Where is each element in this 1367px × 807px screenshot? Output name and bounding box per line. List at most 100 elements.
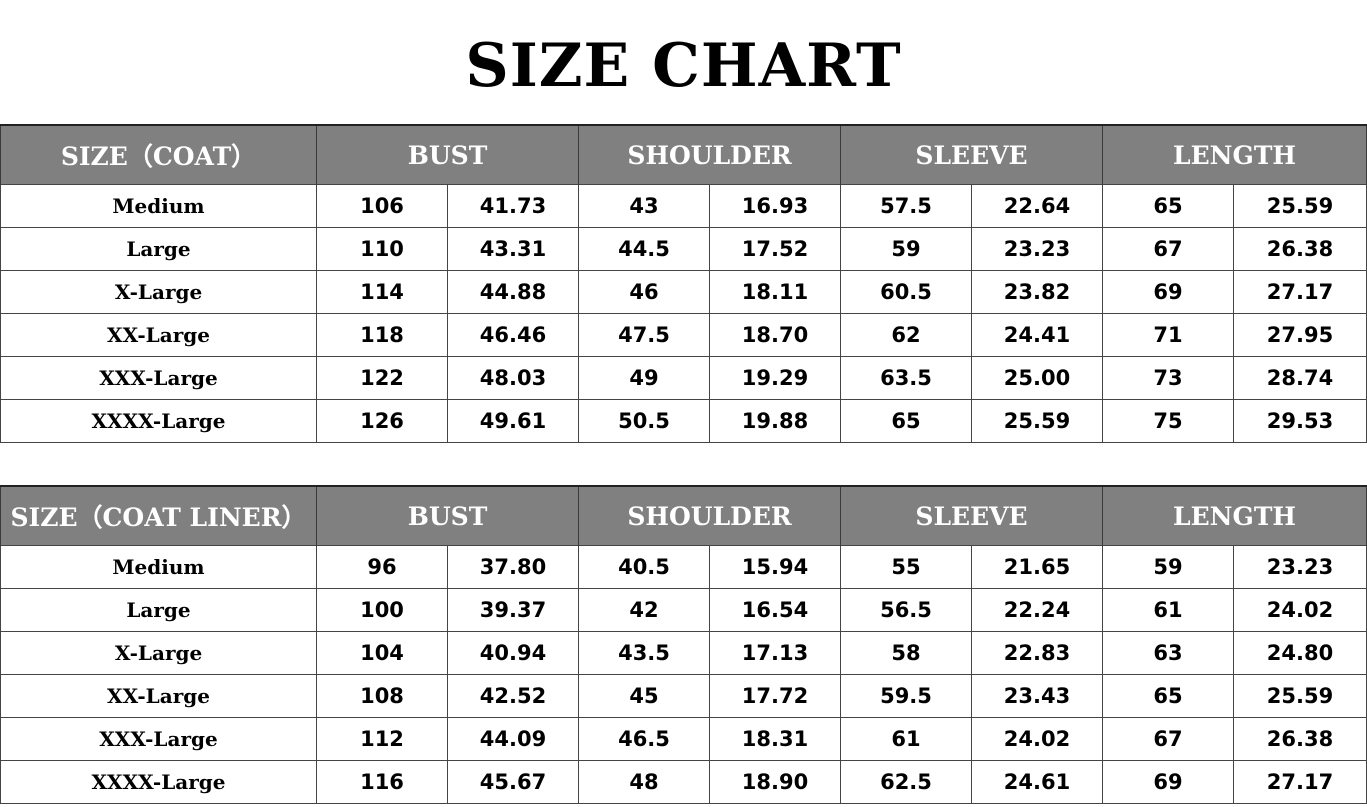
shoulder-in-cell: 19.88 [709,399,841,443]
shoulder-in-cell: 19.29 [709,356,841,400]
bust-in-cell: 43.31 [447,227,579,271]
length-in-cell: 26.38 [1233,227,1367,271]
bust-cm-cell: 96 [316,545,448,589]
shoulder-cm-cell: 46.5 [578,717,710,761]
size-table-coat-liner: SIZE（COAT LINER） BUST SHOULDER SLEEVE LE… [0,485,1367,804]
shoulder-cm-cell: 48 [578,760,710,804]
sleeve-in-cell: 24.02 [970,717,1104,761]
table-row: Large 100 39.37 42 16.54 56.5 22.24 61 24.02 [0,588,1367,632]
table-row: XXX-Large 122 48.03 49 19.29 63.5 25.00 73 28.74 [0,356,1367,400]
bust-cm-cell: 114 [316,270,448,314]
bust-cm-cell: 104 [316,631,448,675]
length-cm-cell: 67 [1102,227,1235,271]
size-table-coat: SIZE（COAT） BUST SHOULDER SLEEVE LENGTH M… [0,124,1367,443]
size-cell: Large [0,588,317,632]
size-cell: Large [0,227,317,271]
shoulder-cm-cell: 49 [578,356,710,400]
header-size: SIZE（COAT LINER） [0,485,317,546]
shoulder-cm-cell: 43 [578,184,710,228]
table-row: XXXX-Large 126 49.61 50.5 19.88 65 25.59 75 29.5… [0,399,1367,443]
header-sleeve: SLEEVE [839,124,1104,185]
sleeve-cm-cell: 55 [840,545,972,589]
length-in-cell: 25.59 [1233,674,1367,718]
sleeve-cm-cell: 63.5 [840,356,972,400]
table-header-row: SIZE（COAT） BUST SHOULDER SLEEVE LENGTH [0,124,1367,185]
shoulder-cm-cell: 43.5 [578,631,710,675]
table-row: Medium 106 41.73 43 16.93 57.5 22.64 65 25.59 [0,184,1367,228]
shoulder-in-cell: 16.93 [709,184,841,228]
size-cell: Medium [0,184,317,228]
sleeve-in-cell: 25.59 [970,399,1104,443]
bust-in-cell: 48.03 [447,356,579,400]
bust-in-cell: 49.61 [447,399,579,443]
length-in-cell: 28.74 [1233,356,1367,400]
sleeve-cm-cell: 65 [840,399,972,443]
header-sleeve: SLEEVE [839,485,1104,546]
table-row: XXX-Large 112 44.09 46.5 18.31 61 24.02 67 26.38 [0,717,1367,761]
shoulder-in-cell: 17.52 [709,227,841,271]
bust-in-cell: 41.73 [447,184,579,228]
bust-cm-cell: 112 [316,717,448,761]
shoulder-in-cell: 18.31 [709,717,841,761]
shoulder-in-cell: 18.11 [709,270,841,314]
shoulder-in-cell: 17.13 [709,631,841,675]
table-row: XX-Large 118 46.46 47.5 18.70 62 24.41 71 27.95 [0,313,1367,357]
shoulder-in-cell: 18.70 [709,313,841,357]
length-in-cell: 29.53 [1233,399,1367,443]
sleeve-cm-cell: 59.5 [840,674,972,718]
length-cm-cell: 69 [1102,270,1235,314]
size-cell: XXXX-Large [0,760,317,804]
sleeve-cm-cell: 61 [840,717,972,761]
bust-cm-cell: 110 [316,227,448,271]
table-row: X-Large 114 44.88 46 18.11 60.5 23.82 69 27.17 [0,270,1367,314]
bust-cm-cell: 116 [316,760,448,804]
size-cell: XXX-Large [0,356,317,400]
shoulder-cm-cell: 50.5 [578,399,710,443]
sleeve-in-cell: 23.43 [970,674,1104,718]
bust-in-cell: 42.52 [447,674,579,718]
header-bust: BUST [316,485,579,546]
length-in-cell: 27.17 [1233,270,1367,314]
table-row: Large 110 43.31 44.5 17.52 59 23.23 67 26.38 [0,227,1367,271]
shoulder-cm-cell: 46 [578,270,710,314]
sleeve-cm-cell: 60.5 [840,270,972,314]
bust-cm-cell: 106 [316,184,448,228]
bust-in-cell: 44.88 [447,270,579,314]
sleeve-cm-cell: 62.5 [840,760,972,804]
header-length: LENGTH [1102,485,1367,546]
length-cm-cell: 59 [1102,545,1235,589]
length-cm-cell: 75 [1102,399,1235,443]
sleeve-in-cell: 24.61 [970,760,1104,804]
length-in-cell: 27.95 [1233,313,1367,357]
bust-cm-cell: 122 [316,356,448,400]
size-cell: X-Large [0,631,317,675]
sleeve-in-cell: 22.64 [970,184,1104,228]
size-cell: XX-Large [0,674,317,718]
bust-cm-cell: 100 [316,588,448,632]
shoulder-in-cell: 17.72 [709,674,841,718]
length-cm-cell: 73 [1102,356,1235,400]
length-in-cell: 25.59 [1233,184,1367,228]
sleeve-cm-cell: 62 [840,313,972,357]
length-in-cell: 26.38 [1233,717,1367,761]
shoulder-cm-cell: 40.5 [578,545,710,589]
header-length: LENGTH [1102,124,1367,185]
sleeve-in-cell: 25.00 [970,356,1104,400]
length-in-cell: 27.17 [1233,760,1367,804]
header-size: SIZE（COAT） [0,124,317,185]
size-cell: Medium [0,545,317,589]
header-bust: BUST [316,124,579,185]
shoulder-cm-cell: 45 [578,674,710,718]
shoulder-cm-cell: 47.5 [578,313,710,357]
table-header-row: SIZE（COAT LINER） BUST SHOULDER SLEEVE LE… [0,485,1367,546]
sleeve-cm-cell: 57.5 [840,184,972,228]
length-cm-cell: 61 [1102,588,1235,632]
size-cell: X-Large [0,270,317,314]
size-cell: XXXX-Large [0,399,317,443]
length-in-cell: 23.23 [1233,545,1367,589]
size-cell: XXX-Large [0,717,317,761]
bust-in-cell: 37.80 [447,545,579,589]
table-row: Medium 96 37.80 40.5 15.94 55 21.65 59 23.23 [0,545,1367,589]
shoulder-cm-cell: 42 [578,588,710,632]
shoulder-in-cell: 18.90 [709,760,841,804]
